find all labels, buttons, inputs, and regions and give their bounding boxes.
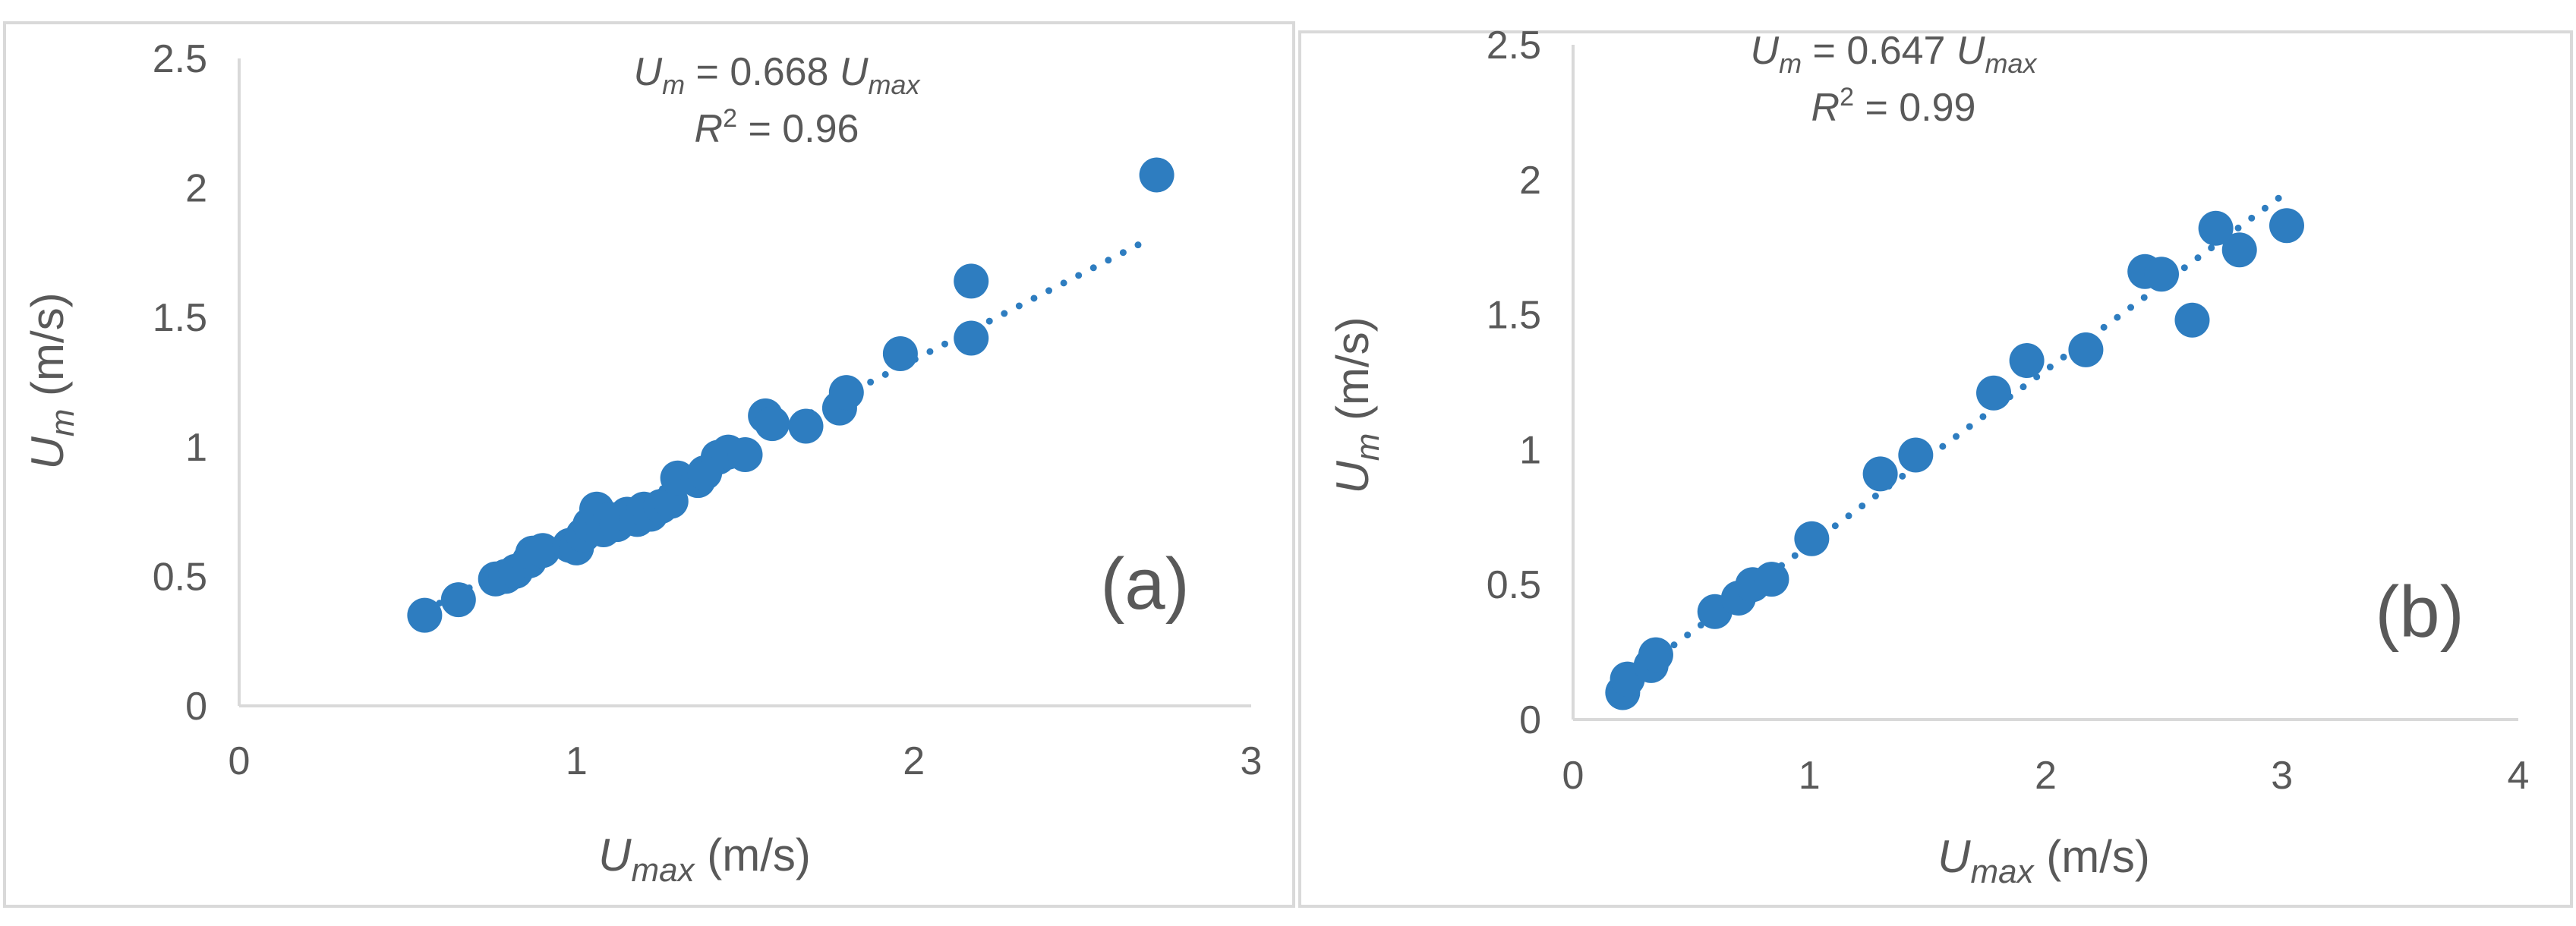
- data-point: [525, 533, 560, 569]
- data-point: [727, 437, 763, 473]
- x-tick-label: 0: [229, 739, 251, 783]
- y-tick-label: 0: [185, 685, 207, 729]
- data-point: [440, 582, 476, 618]
- data-point: [2198, 210, 2234, 246]
- data-point: [954, 263, 989, 299]
- data-point: [1638, 637, 1673, 672]
- data-point: [1862, 456, 1898, 492]
- data-point: [1794, 521, 1830, 556]
- x-tick-label: 3: [2271, 754, 2293, 798]
- x-tick-label: 1: [1799, 754, 1821, 798]
- data-point: [2174, 302, 2210, 338]
- data-point: [954, 320, 989, 356]
- data-point: [2144, 257, 2180, 292]
- data-point: [1754, 562, 1789, 597]
- data-point: [2269, 208, 2304, 244]
- y-axis-title: Um (m/s): [1327, 317, 1386, 493]
- y-tick-label: 0: [1519, 698, 1541, 742]
- y-tick-label: 1: [185, 426, 207, 470]
- data-point: [788, 408, 824, 444]
- panel-label-a: (a): [1100, 543, 1189, 625]
- y-tick-label: 1: [1519, 428, 1541, 472]
- trendline-equation: Um = 0.647 Umax: [1751, 29, 2038, 79]
- x-tick-label: 1: [566, 739, 588, 783]
- x-axis-title: Umax (m/s): [598, 830, 811, 889]
- x-tick-label: 0: [1562, 754, 1584, 798]
- y-tick-label: 2: [1519, 159, 1541, 203]
- x-tick-label: 2: [903, 739, 925, 783]
- x-tick-label: 2: [2035, 754, 2057, 798]
- data-point: [755, 406, 790, 442]
- x-tick-label: 4: [2508, 754, 2530, 798]
- panel-label-b: (b): [2375, 572, 2464, 653]
- data-point: [1976, 375, 2012, 411]
- y-tick-label: 1.5: [153, 296, 207, 340]
- data-point: [882, 335, 918, 371]
- y-axis-title: Um (m/s): [22, 292, 81, 469]
- data-point: [2221, 232, 2257, 268]
- x-axis-title: Umax (m/s): [1938, 831, 2150, 890]
- trendline: [1616, 188, 2291, 688]
- x-tick-label: 3: [1241, 739, 1263, 783]
- trendline-equation: Um = 0.668 Umax: [634, 50, 922, 100]
- chart-panel-a: 0 1 2 3 0 0.5 1 1.5 2 2.5 Um = 0.668 Umax R2 = 0.96…: [3, 21, 1295, 908]
- y-tick-label: 2: [185, 167, 207, 211]
- data-point: [2068, 332, 2104, 367]
- data-point: [1898, 437, 1934, 473]
- data-point: [407, 597, 443, 633]
- r-squared-label: R2 = 0.99: [1811, 83, 1976, 130]
- y-tick-label: 2.5: [1487, 24, 1541, 68]
- y-tick-label: 0.5: [1487, 563, 1541, 607]
- r-squared-label: R2 = 0.96: [695, 104, 859, 151]
- data-point: [1139, 157, 1174, 193]
- chart-panel-b: 0 1 2 3 4 0 0.5 1 1.5 2 2.5 Um = 0.647 Umax R2 = 0.9…: [1298, 24, 2573, 908]
- y-tick-label: 1.5: [1487, 294, 1541, 338]
- data-point: [2009, 343, 2045, 379]
- y-tick-label: 2.5: [153, 37, 207, 81]
- y-tick-label: 0.5: [153, 555, 207, 599]
- data-point: [828, 375, 864, 411]
